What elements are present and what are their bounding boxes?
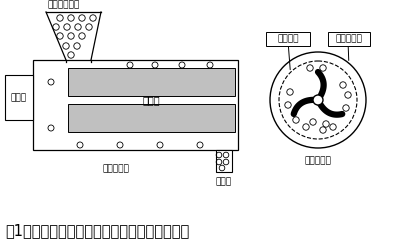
- Bar: [68, 68, 235, 96]
- Text: 回転翼: 回転翼: [143, 95, 160, 105]
- FancyBboxPatch shape: [328, 32, 370, 46]
- Bar: [5, 75, 33, 120]
- Circle shape: [313, 95, 323, 105]
- FancyBboxPatch shape: [266, 32, 310, 46]
- Text: モータ: モータ: [11, 93, 27, 102]
- Text: 研磨機網: 研磨機網: [277, 35, 299, 44]
- Text: （側面図）: （側面図）: [102, 164, 129, 173]
- Text: 図1　研磨機を利用した石豆解消装置の模式図: 図1 研磨機を利用した石豆解消装置の模式図: [5, 223, 189, 238]
- Bar: [216, 150, 232, 172]
- Text: （正面図）: （正面図）: [304, 156, 332, 165]
- Circle shape: [270, 52, 366, 148]
- Text: 排出口: 排出口: [216, 177, 232, 186]
- Bar: [33, 60, 238, 150]
- Bar: [68, 104, 235, 132]
- Text: ダイズ投入口: ダイズ投入口: [48, 0, 80, 9]
- Text: ハウジング: ハウジング: [336, 35, 362, 44]
